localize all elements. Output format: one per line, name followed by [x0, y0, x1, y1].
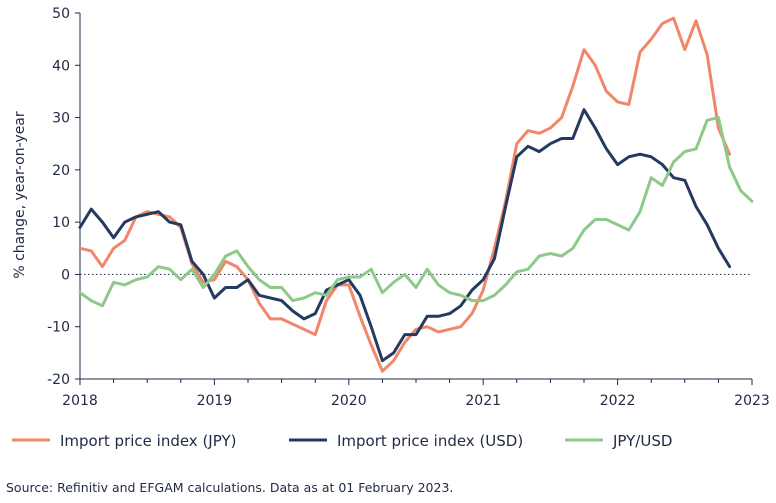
- y-tick-label: 0: [61, 267, 70, 283]
- x-tick-label: 2022: [600, 393, 636, 409]
- y-ticks: -20 -10 0 10 20 30 40 50: [47, 6, 80, 388]
- legend: Import price index (JPY) Import price in…: [12, 432, 672, 450]
- x-tick-label: 2021: [465, 393, 501, 409]
- series-import-price-usd: [78, 108, 732, 363]
- x-ticks: 2018 2019 2020 2021 2022 2023: [62, 379, 770, 409]
- series-import-price-jpy: [78, 16, 732, 373]
- y-tick-label: 10: [52, 215, 70, 231]
- y-tick-label: 30: [52, 111, 70, 127]
- source-note: Source: Refinitiv and EFGAM calculations…: [6, 480, 453, 495]
- y-tick-label: 40: [52, 58, 70, 74]
- y-tick-label: 50: [52, 6, 70, 22]
- y-tick-label: -20: [47, 372, 70, 388]
- y-axis-title: % change, year-on-year: [12, 111, 28, 279]
- legend-label-usd: Import price index (USD): [337, 432, 523, 450]
- y-tick-label: 20: [52, 163, 70, 179]
- y-tick-label: -10: [47, 320, 70, 336]
- legend-label-fx: JPY/USD: [612, 432, 672, 450]
- legend-label-jpy: Import price index (JPY): [60, 432, 236, 450]
- x-tick-label: 2019: [197, 393, 233, 409]
- x-tick-label: 2023: [734, 393, 770, 409]
- x-tick-label: 2020: [331, 393, 367, 409]
- x-tick-label: 2018: [62, 393, 98, 409]
- series-group: [78, 16, 754, 373]
- series-jpy-usd: [78, 116, 754, 308]
